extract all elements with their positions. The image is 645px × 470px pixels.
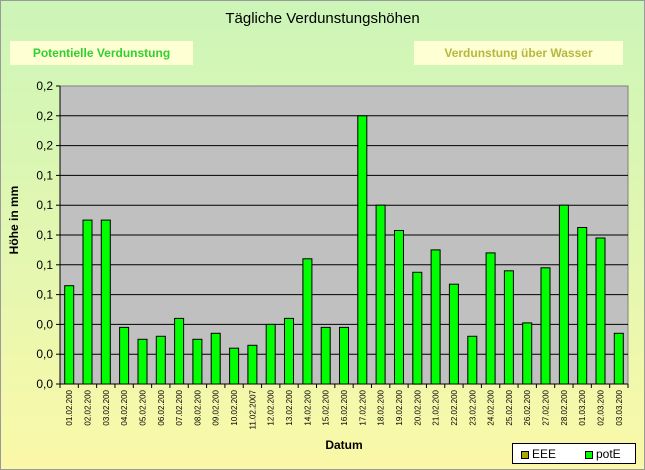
bar-pote [100,219,111,385]
legend-item-pote: potE [585,447,621,461]
x-axis-label: Datum [325,438,362,452]
y-tick-label: 0,0 [36,317,53,331]
legend-swatch-pote [585,450,593,459]
bar-pote [357,115,368,385]
y-tick-label: 0,2 [36,79,53,93]
y-tick-label: 0,0 [36,377,53,391]
bar-pote [430,249,441,385]
bar-pote [394,230,404,385]
x-tick-label: 19.02.200 [395,389,404,425]
legend-label-eee: EEE [532,447,557,461]
x-axis-ticks: 01.02.200 02.02.200 03.02.200 04.02.200 05.0… [59,384,629,429]
y-tick-label: 0,0 [36,347,53,361]
x-tick-label: 09.02.200 [212,389,221,425]
bar-pote [448,283,459,385]
x-tick-label: 03.02.200 [102,389,111,425]
potential-evaporation-tab[interactable]: Potentielle Verdunstung [10,41,193,65]
x-tick-label: 02.03.200 [597,389,606,425]
bar-pote [192,338,203,385]
x-tick-label: 21.02.200 [432,389,441,425]
bar-pote [485,252,496,385]
bar-pote [247,344,258,385]
y-axis-ticks: 0,0 0,0 0,0 0,1 0,1 0,1 0,1 0,1 0,2 0,2 0,2 [36,79,628,391]
x-tick-label: 07.02.200 [175,389,184,425]
x-tick-label: 24.02.200 [487,389,496,425]
y-tick-label: 0,2 [36,109,53,123]
x-tick-label: 04.02.200 [120,389,129,425]
bar-pote [577,227,588,385]
bar-pote [375,204,386,385]
bar-pote [339,326,349,385]
x-tick-label: 10.02.200 [230,389,239,425]
x-tick-label: 01.02.200 [65,389,74,425]
bar-pote [540,267,551,385]
bar-pote [320,326,331,385]
x-tick-label: 26.02.200 [523,389,532,425]
x-tick-label: 28.02.200 [560,389,569,425]
bar-pote [522,322,533,385]
legend: EEE potE [512,443,636,464]
x-tick-label: 16.02.200 [340,389,349,425]
y-tick-label: 0,2 [36,139,53,153]
x-tick-label: 05.02.200 [138,389,147,425]
x-tick-label: 06.02.200 [157,389,166,425]
bar-pote [503,270,514,385]
bar-pote [412,271,423,385]
bar-pote [174,317,185,385]
x-tick-label: 11.02.2007 [248,389,257,429]
y-tick-label: 0,1 [36,198,53,212]
x-tick-label: 02.02.200 [83,389,92,425]
x-tick-label: 22.02.200 [450,389,459,425]
y-axis-label: Höhe in mm [7,186,21,255]
bar-pote [229,347,240,385]
x-tick-label: 17.02.200 [358,389,367,425]
x-tick-label: 08.02.200 [193,389,202,425]
legend-swatch-eee [521,450,529,459]
bar-pote [467,335,478,385]
x-tick-label: 14.02.200 [303,389,312,425]
bar-series [64,115,624,385]
x-tick-label: 23.02.200 [468,389,477,425]
y-tick-label: 0,1 [36,258,53,272]
water-evaporation-tab[interactable]: Verdunstung über Wasser [414,41,623,65]
bar-pote [302,258,313,385]
x-tick-label: 27.02.200 [542,389,551,425]
bar-pote [558,204,569,385]
page-title: Tägliche Verdunstungshöhen [225,10,420,27]
x-tick-label: 25.02.200 [505,389,514,425]
y-tick-label: 0,1 [36,288,53,302]
bar-pote [119,326,130,385]
x-tick-label: 18.02.200 [377,389,386,425]
x-tick-label: 13.02.200 [285,389,294,425]
x-tick-label: 03.03.200 [615,389,624,425]
bar-pote [137,338,148,385]
legend-item-eee: EEE [521,447,556,461]
legend-label-pote: potE [596,447,621,461]
grid-lines [60,115,628,355]
bar-pote [82,219,93,385]
bar-pote [595,237,606,385]
bar-pote [210,332,221,385]
bar-pote [265,323,276,385]
x-tick-label: 01.03.200 [578,389,587,425]
bar-pote [64,285,75,385]
y-tick-label: 0,1 [36,228,53,242]
bar-pote [284,317,294,385]
x-tick-label: 20.02.200 [413,389,422,425]
x-tick-label: 15.02.200 [322,389,331,425]
y-tick-label: 0,1 [36,168,53,182]
bar-pote [155,335,166,385]
x-tick-label: 12.02.200 [267,389,276,425]
bar-pote [613,332,624,385]
